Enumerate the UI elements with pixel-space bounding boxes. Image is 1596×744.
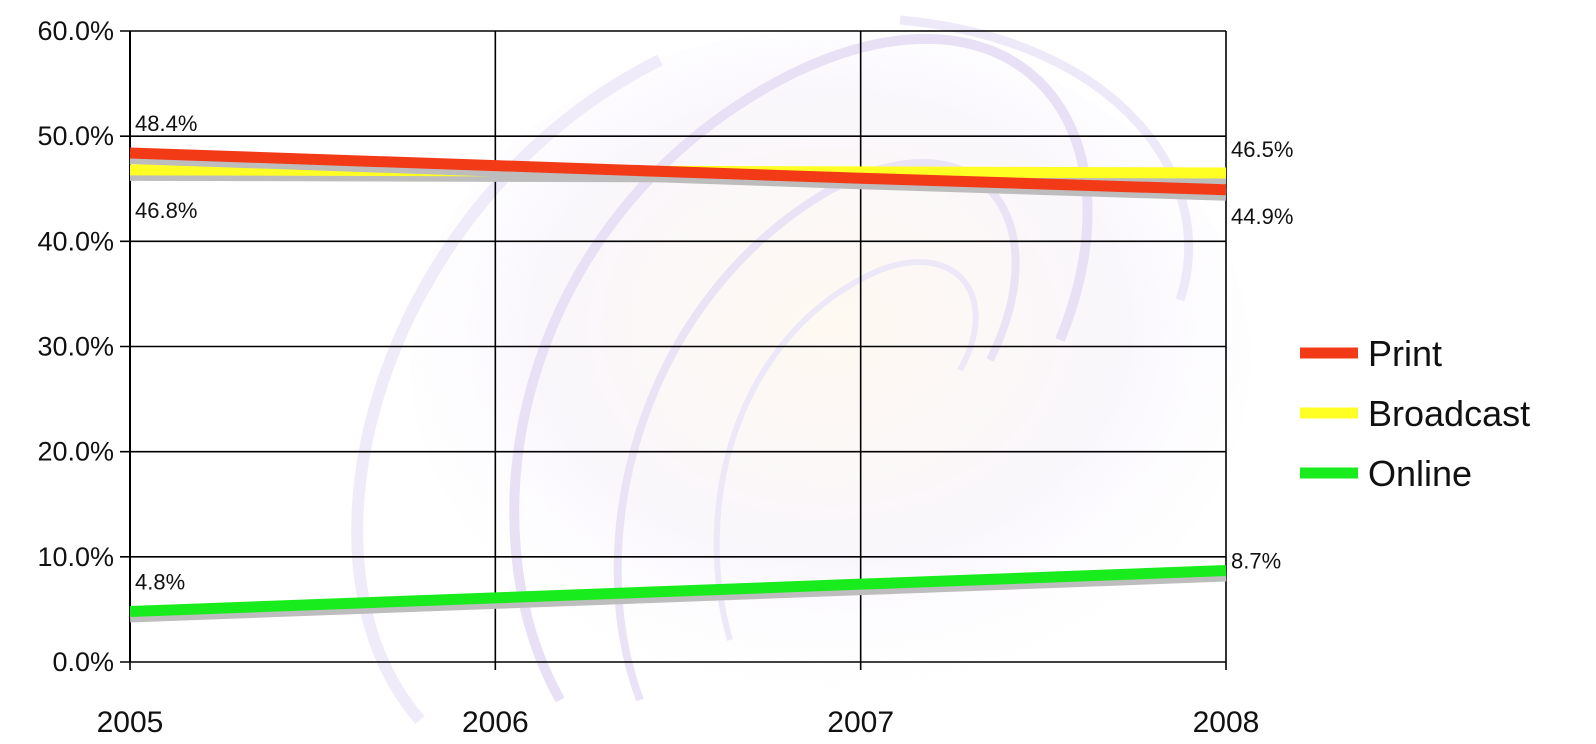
data-label-print-end: 44.9% <box>1231 204 1293 229</box>
y-tick-label: 20.0% <box>37 437 114 467</box>
x-tick-label: 2008 <box>1193 706 1260 739</box>
data-labels: 48.4% 44.9% 46.8% 46.5% 4.8% 8.7% <box>135 111 1293 595</box>
data-label-online-start: 4.8% <box>135 570 185 595</box>
data-label-online-end: 8.7% <box>1231 549 1281 574</box>
y-tick-label: 50.0% <box>37 121 114 151</box>
x-tick-label: 2007 <box>827 706 894 739</box>
legend-label-broadcast: Broadcast <box>1368 393 1530 434</box>
background-swirl <box>351 15 1250 724</box>
gridlines <box>120 30 1227 670</box>
y-tick-label: 60.0% <box>37 16 114 46</box>
y-tick-label: 30.0% <box>37 332 114 362</box>
y-tick-labels: 0.0% 10.0% 20.0% 30.0% 40.0% 50.0% 60.0% <box>37 16 114 677</box>
y-tick-label: 0.0% <box>52 647 114 677</box>
legend-label-print: Print <box>1368 333 1442 374</box>
x-tick-label: 2006 <box>462 706 529 739</box>
series-line-online <box>129 565 1227 618</box>
series-line-print <box>129 147 1227 196</box>
series-lines <box>129 147 1227 623</box>
x-tick-labels: 2005 2006 2007 2008 <box>97 706 1260 739</box>
x-tick-label: 2005 <box>97 706 164 739</box>
data-label-broadcast-start: 46.8% <box>135 198 197 223</box>
y-tick-label: 10.0% <box>37 542 114 572</box>
y-tick-label: 40.0% <box>37 226 114 256</box>
legend-label-online: Online <box>1368 453 1472 494</box>
legend: Print Broadcast Online <box>1300 333 1530 494</box>
data-label-print-start: 48.4% <box>135 111 197 136</box>
data-label-broadcast-end: 46.5% <box>1231 137 1293 162</box>
